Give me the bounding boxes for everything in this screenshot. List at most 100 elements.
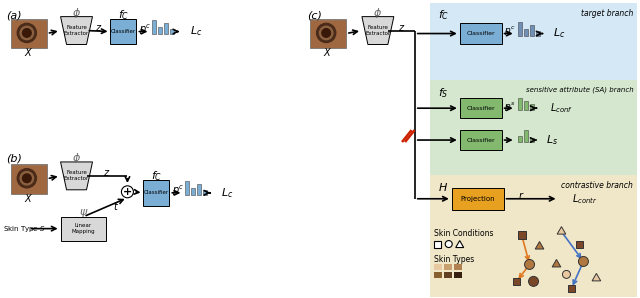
Bar: [460, 98, 502, 118]
Bar: [452, 188, 504, 210]
Bar: [518, 136, 522, 142]
Text: Classifier: Classifier: [467, 106, 495, 111]
Text: Classifier: Classifier: [144, 190, 169, 195]
Text: $L_c$: $L_c$: [221, 186, 234, 200]
Text: Classifier: Classifier: [467, 31, 495, 36]
Text: $p^c$: $p^c$: [172, 184, 185, 198]
Bar: [61, 217, 106, 240]
Text: (a): (a): [6, 11, 21, 21]
Text: Feature
Extractor: Feature Extractor: [64, 25, 89, 36]
Text: $X$: $X$: [24, 46, 33, 58]
Circle shape: [525, 260, 534, 269]
Bar: [434, 264, 442, 270]
Bar: [518, 231, 525, 239]
Polygon shape: [557, 227, 566, 234]
Text: $X$: $X$: [323, 46, 333, 58]
Circle shape: [22, 174, 31, 183]
Bar: [529, 104, 534, 110]
Circle shape: [579, 257, 588, 266]
Bar: [524, 130, 527, 142]
Circle shape: [322, 29, 330, 37]
Text: Skin Type $S$: Skin Type $S$: [3, 224, 45, 234]
Circle shape: [17, 23, 36, 43]
Bar: [158, 27, 163, 34]
Text: +: +: [123, 187, 132, 197]
Polygon shape: [362, 17, 394, 44]
Text: $r$: $r$: [518, 190, 525, 201]
Text: $L_{conf}$: $L_{conf}$: [550, 101, 572, 115]
Text: $f_S$: $f_S$: [438, 86, 449, 100]
Text: $X$: $X$: [24, 192, 33, 204]
Circle shape: [22, 29, 31, 37]
Polygon shape: [535, 242, 544, 249]
Text: $H$: $H$: [438, 181, 448, 193]
Text: Feature
Extractor: Feature Extractor: [365, 25, 390, 36]
Text: $t$: $t$: [113, 200, 120, 212]
Text: contrastive branch: contrastive branch: [561, 181, 634, 190]
Circle shape: [529, 277, 538, 286]
Polygon shape: [61, 17, 93, 44]
Text: $z$: $z$: [103, 168, 111, 178]
Bar: [454, 264, 461, 270]
Text: $p^c$: $p^c$: [140, 22, 152, 37]
Bar: [186, 181, 189, 195]
Circle shape: [319, 26, 333, 40]
Bar: [434, 272, 442, 278]
Text: $\phi$: $\phi$: [72, 151, 81, 165]
Bar: [576, 241, 583, 248]
Text: $L_s$: $L_s$: [545, 133, 557, 147]
Text: (c): (c): [307, 11, 322, 21]
Bar: [111, 18, 136, 44]
Bar: [170, 29, 174, 34]
Text: $z$: $z$: [397, 23, 405, 32]
Text: $L_{contr}$: $L_{contr}$: [572, 192, 598, 206]
Bar: [197, 184, 201, 195]
Bar: [568, 285, 575, 292]
Bar: [454, 272, 461, 278]
Bar: [11, 18, 47, 21]
Bar: [444, 272, 452, 278]
Text: $f_C$: $f_C$: [150, 169, 162, 183]
Text: target branch: target branch: [581, 9, 634, 18]
Polygon shape: [61, 162, 93, 190]
Bar: [430, 223, 637, 297]
Text: $\phi$: $\phi$: [72, 6, 81, 20]
Circle shape: [122, 186, 133, 198]
Bar: [11, 164, 47, 166]
Bar: [460, 130, 502, 150]
Bar: [536, 31, 540, 35]
Bar: [444, 264, 452, 270]
Bar: [310, 18, 346, 21]
Polygon shape: [456, 240, 464, 248]
Bar: [310, 18, 346, 49]
Text: $p^c$: $p^c$: [504, 24, 515, 37]
Text: Skin Conditions: Skin Conditions: [434, 229, 493, 238]
Bar: [460, 23, 502, 44]
Text: (b): (b): [6, 154, 22, 164]
Text: Feature
Extractor: Feature Extractor: [64, 170, 89, 181]
Bar: [11, 18, 47, 49]
Text: Linear
Mapping: Linear Mapping: [72, 223, 95, 234]
Bar: [204, 190, 207, 195]
Bar: [529, 24, 534, 35]
Text: Skin Types: Skin Types: [434, 254, 474, 263]
Circle shape: [445, 240, 452, 248]
Bar: [152, 20, 156, 34]
Bar: [434, 240, 441, 248]
Circle shape: [563, 270, 570, 278]
Bar: [430, 80, 637, 175]
Text: $L_c$: $L_c$: [190, 25, 203, 38]
Polygon shape: [592, 274, 601, 281]
Text: sensitive attribute (SA) branch: sensitive attribute (SA) branch: [525, 86, 634, 93]
Text: $z$: $z$: [95, 23, 102, 32]
Circle shape: [20, 26, 33, 40]
Bar: [524, 101, 527, 110]
Text: Classifier: Classifier: [467, 138, 495, 142]
Text: $\psi$: $\psi$: [79, 207, 88, 219]
Text: Projection: Projection: [460, 196, 495, 202]
Bar: [513, 278, 520, 285]
Circle shape: [20, 172, 33, 185]
Bar: [11, 164, 47, 194]
Bar: [529, 138, 534, 142]
Text: $L_c$: $L_c$: [554, 27, 566, 41]
